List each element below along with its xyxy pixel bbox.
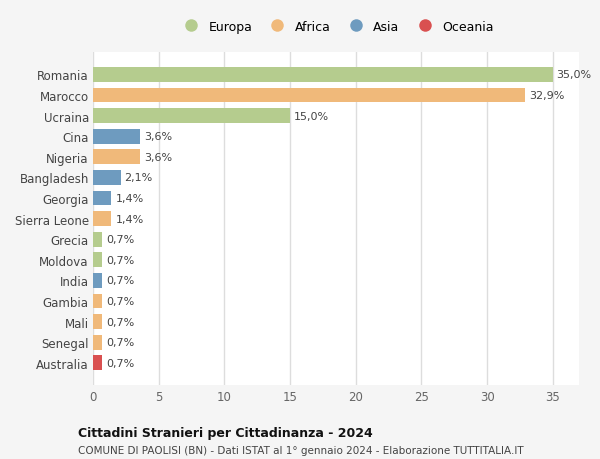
Bar — [93, 129, 140, 145]
Text: 0,7%: 0,7% — [106, 297, 134, 306]
Text: 35,0%: 35,0% — [557, 70, 592, 80]
Text: 0,7%: 0,7% — [106, 255, 134, 265]
Bar — [93, 356, 102, 370]
Text: 32,9%: 32,9% — [529, 91, 565, 101]
Bar — [93, 109, 290, 124]
Text: 3,6%: 3,6% — [144, 132, 172, 142]
Text: 0,7%: 0,7% — [106, 276, 134, 286]
Bar — [93, 335, 102, 350]
Text: 2,1%: 2,1% — [125, 173, 153, 183]
Text: 0,7%: 0,7% — [106, 337, 134, 347]
Bar — [93, 150, 140, 165]
Bar — [93, 191, 112, 206]
Legend: Europa, Africa, Asia, Oceania: Europa, Africa, Asia, Oceania — [173, 16, 499, 39]
Text: 0,7%: 0,7% — [106, 317, 134, 327]
Bar — [93, 212, 112, 227]
Bar — [93, 232, 102, 247]
Text: 3,6%: 3,6% — [144, 152, 172, 162]
Bar — [93, 253, 102, 268]
Bar — [93, 294, 102, 309]
Text: 0,7%: 0,7% — [106, 358, 134, 368]
Bar — [93, 314, 102, 329]
Text: COMUNE DI PAOLISI (BN) - Dati ISTAT al 1° gennaio 2024 - Elaborazione TUTTITALIA: COMUNE DI PAOLISI (BN) - Dati ISTAT al 1… — [78, 445, 524, 455]
Bar — [93, 171, 121, 185]
Text: 1,4%: 1,4% — [115, 194, 143, 204]
Text: 15,0%: 15,0% — [294, 112, 329, 121]
Bar — [93, 68, 553, 83]
Text: Cittadini Stranieri per Cittadinanza - 2024: Cittadini Stranieri per Cittadinanza - 2… — [78, 426, 373, 439]
Bar — [93, 274, 102, 288]
Bar — [93, 89, 525, 103]
Text: 0,7%: 0,7% — [106, 235, 134, 245]
Text: 1,4%: 1,4% — [115, 214, 143, 224]
